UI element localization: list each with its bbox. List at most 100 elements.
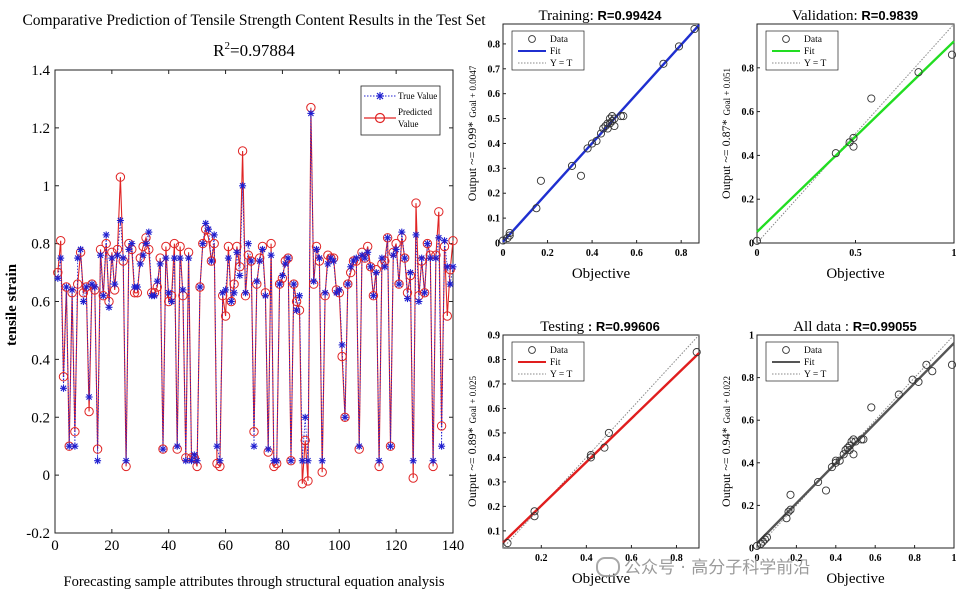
legend-data-label: Data (550, 35, 569, 45)
star-stroke (236, 272, 243, 279)
star-stroke (83, 284, 90, 290)
star-stroke (188, 457, 195, 464)
true-value-point (216, 457, 224, 465)
true-value-point (324, 260, 332, 268)
panel-ylabel-post: Goal + 0.025 (468, 376, 478, 424)
star-stroke (185, 255, 192, 262)
panel-xtick-label: 0.6 (869, 553, 882, 564)
predicted-point (297, 479, 307, 489)
star-stroke (396, 281, 402, 288)
panel-ytick-label: 1 (749, 331, 754, 342)
predicted-point (209, 238, 219, 249)
legend-fit-label: Fit (804, 47, 815, 57)
predicted-point (394, 279, 404, 289)
main-ytick-label: -0.2 (26, 526, 50, 542)
star-stroke (242, 289, 249, 296)
true-value-point (242, 289, 249, 297)
panel-ytick-label: 0.7 (488, 379, 501, 390)
predicted-point (144, 244, 154, 255)
star-stroke (114, 252, 121, 259)
star-stroke (373, 269, 380, 276)
predicted-point (408, 473, 418, 483)
star-stroke (293, 307, 300, 314)
r2-superscript: 2 (225, 40, 231, 52)
predicted-point (291, 296, 302, 307)
data-point (530, 507, 539, 516)
data-point (849, 435, 858, 444)
star-stroke (100, 292, 107, 299)
star-stroke (421, 289, 428, 296)
true-value-point (341, 413, 349, 421)
true-value-point (159, 445, 167, 453)
star-stroke (151, 292, 158, 299)
data-point (583, 144, 592, 153)
panel-ytick-label: 0.2 (742, 195, 755, 206)
data-point (831, 456, 840, 465)
panel-ylabel-pre: Output ~= 0.99* (465, 122, 479, 202)
true-value-point (315, 254, 323, 262)
star-stroke (424, 240, 431, 247)
main-chart-title: Comparative Prediction of Tensile Streng… (22, 12, 486, 29)
data-point (849, 133, 858, 142)
star-stroke (330, 258, 337, 264)
legend-data-icon (782, 35, 790, 43)
true-value-point (136, 260, 144, 268)
predicted-point (161, 241, 171, 252)
predicted-point (237, 146, 248, 156)
panel-ytick-label: 0.7 (488, 64, 501, 75)
true-value-point (446, 280, 454, 288)
data-point (503, 539, 512, 548)
true-value-point (307, 109, 315, 117)
true-value-point (165, 289, 173, 297)
true-value-point (355, 442, 363, 450)
main-xtick-label: 120 (385, 538, 408, 554)
panel-xtick-label: 0.6 (625, 553, 638, 564)
main-chart-r2: R2=0.97884 (213, 40, 295, 60)
panel-xtick-label: 1 (952, 248, 957, 259)
predicted-point (445, 265, 455, 275)
star-stroke (157, 260, 164, 267)
star-stroke (435, 234, 442, 241)
true-value-point (114, 251, 121, 259)
true-value-point (210, 231, 218, 239)
true-value-point (392, 245, 400, 253)
true-value-point (173, 442, 181, 450)
star-stroke (288, 457, 294, 464)
legend-data-icon (528, 346, 536, 354)
true-value-point (153, 277, 161, 285)
true-value-point (384, 234, 392, 242)
legend-yt-label: Y = T (550, 59, 572, 69)
true-value-point (74, 254, 82, 262)
data-point (601, 121, 610, 131)
true-value-point (54, 274, 62, 282)
legend-fit-label: Fit (550, 47, 561, 57)
true-value-point (236, 272, 244, 279)
data-point (576, 171, 586, 180)
true-value-point (281, 260, 289, 268)
star-stroke (171, 255, 178, 262)
true-value-point (276, 280, 284, 288)
star-stroke (89, 281, 95, 288)
star-stroke (353, 255, 360, 262)
data-point (503, 233, 512, 243)
predicted-point (368, 291, 379, 301)
star-stroke (60, 385, 67, 392)
star-stroke (276, 281, 283, 288)
star-stroke (225, 255, 232, 262)
predicted-point (266, 238, 276, 249)
star-stroke (137, 260, 144, 267)
panel-ytick-label: 0.2 (488, 502, 501, 513)
predicted-point (317, 467, 327, 477)
data-point (849, 142, 858, 151)
star-stroke (432, 255, 439, 262)
predicted-point (98, 291, 109, 301)
star-stroke (410, 457, 417, 464)
true-value-point (99, 292, 107, 300)
star-stroke (404, 295, 411, 302)
true-value-point (344, 280, 352, 288)
main-legend: True Value Predicted Value (360, 85, 441, 136)
data-point (505, 231, 514, 240)
true-value-point (125, 245, 133, 253)
data-point (867, 403, 876, 412)
watermark: 公众号 · 高分子科学前沿 (596, 553, 810, 578)
